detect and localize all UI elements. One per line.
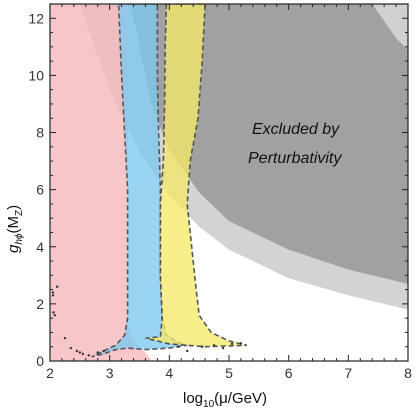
region-blue_band [91,4,188,358]
scatter-point [55,285,59,288]
y-tick-label: 4 [36,239,44,255]
scatter-point [212,344,216,347]
x-tick-label: 2 [46,365,54,381]
scatter-point [177,345,180,348]
scatter-point [81,352,85,356]
scatter-point [200,345,204,348]
scatter-point [96,351,99,354]
y-tick-label: 12 [28,10,44,26]
region-yellow_band [145,4,248,348]
scatter-point [51,291,55,294]
scatter-point [52,311,55,314]
x-tick-label: 7 [344,365,352,381]
annotation-line-2: Perturbativity [248,150,342,167]
y-tick-label: 0 [36,353,44,369]
x-axis-label-base: log [183,390,203,407]
scatter-point [51,294,55,297]
y-axis-label-sub: hϕ [14,233,25,245]
x-axis-label-sub: 10 [203,399,215,410]
y-tick-label: 6 [36,182,44,198]
chart-areas [50,4,408,361]
x-tick-label: 4 [165,365,173,381]
scatter-point [221,346,225,350]
y-axis-label-base: g [5,244,22,253]
y-tick-label: 8 [36,125,44,141]
y-axis-label-rest-sub: Z [14,210,25,216]
scatter-point [186,349,189,353]
annotation-line-1: Excluded by [252,121,340,138]
scatter-point [87,354,90,357]
x-tick-label: 3 [106,365,114,381]
scatter-point [63,336,67,340]
scatter-point [239,342,243,345]
scatter-point [69,346,73,350]
scatter-point [53,314,56,317]
x-tick-label: 5 [225,365,233,381]
x-axis-label: log10(μ/GeV) [183,390,267,410]
y-axis-label-rest: (M [5,216,22,234]
y-axis-label-tail: ) [5,205,22,210]
chart-points [51,285,243,357]
region-excl_top_right [372,4,408,50]
y-tick-label: 2 [36,296,44,312]
x-tick-label: 6 [285,365,293,381]
scatter-point [75,349,79,353]
x-axis-label-rest: (μ/GeV) [214,390,267,407]
scatter-point [102,349,105,353]
y-axis-label: ghϕ(MZ) [5,205,25,253]
y-tick-label: 10 [28,67,44,83]
scatter-point [230,342,234,346]
x-tick-label: 8 [404,365,412,381]
scatter-point [78,351,82,354]
